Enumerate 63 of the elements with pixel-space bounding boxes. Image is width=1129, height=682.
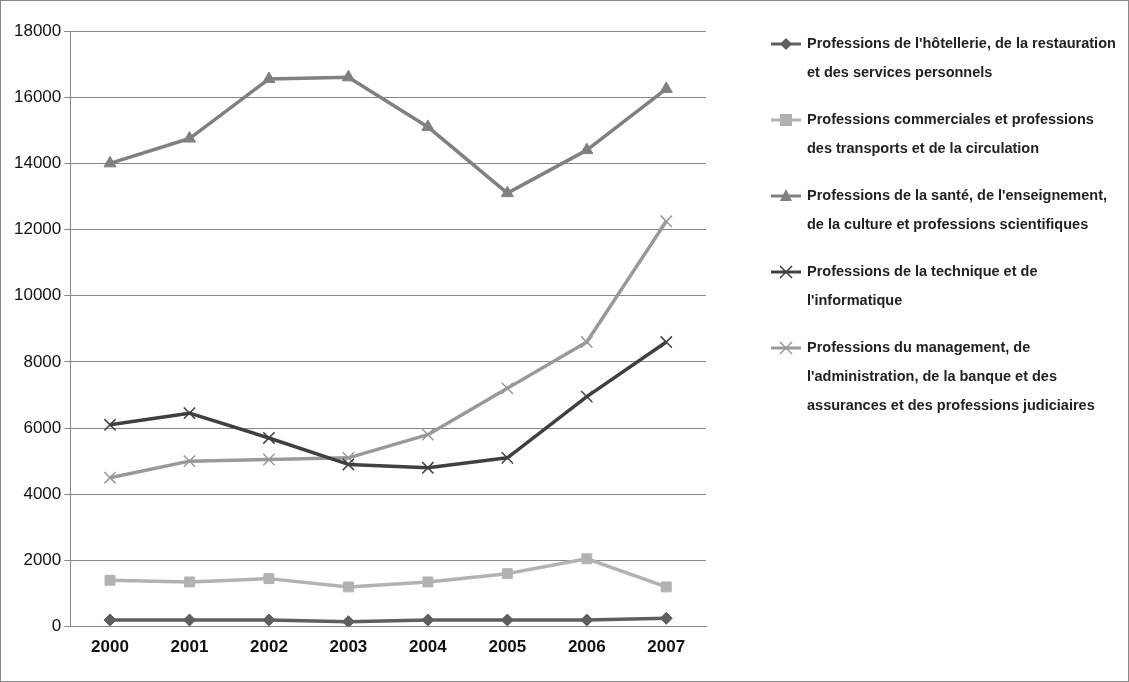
point [103, 155, 117, 168]
point [263, 573, 275, 585]
legend-label: Professions commerciales et professions des transports et de la circulation [807, 110, 1095, 158]
y-tick-label: 4000 [23, 483, 62, 503]
point [183, 454, 196, 468]
y-tick-label: 18000 [13, 20, 62, 40]
point [580, 390, 594, 404]
point [421, 428, 435, 442]
point [262, 453, 276, 466]
y-tick-label: 0 [51, 616, 62, 636]
x-tick-label: 2001 [170, 637, 209, 657]
x-tick-label: 2005 [488, 637, 527, 657]
point [660, 581, 672, 593]
y-tick-label: 12000 [13, 219, 62, 239]
point [421, 119, 435, 131]
legend-label: Professions de la santé, de l'enseignement, de la culture et professions scientifiques [807, 186, 1108, 234]
x-tick-label: 2000 [91, 637, 129, 657]
point [500, 613, 514, 627]
point [421, 613, 435, 627]
point [580, 335, 594, 349]
point [500, 451, 514, 465]
point [421, 461, 435, 475]
point [182, 131, 197, 143]
legend-label: Professions de la technique et de l'informatique [807, 262, 1039, 310]
point [659, 335, 673, 349]
legend-label: Professions du management, de l'administration, de la banque et des assurances et des professions judiciaires [807, 338, 1096, 415]
point [659, 611, 673, 625]
point [580, 613, 594, 627]
point [341, 615, 355, 627]
point [262, 431, 276, 445]
point [342, 581, 354, 593]
point [262, 71, 276, 83]
y-tick-label: 2000 [23, 550, 62, 570]
y-tick-label: 10000 [13, 285, 62, 305]
point [183, 406, 196, 420]
x-tick-label: 2007 [647, 637, 686, 657]
y-tick-label: 8000 [23, 351, 62, 371]
point [500, 185, 514, 198]
legend-label: Professions de l'hôtellerie, de la restauration et des services personnels [807, 34, 1116, 82]
x-tick-label: 2004 [408, 637, 448, 657]
x-tick-label: 2006 [567, 637, 606, 657]
point [104, 574, 116, 586]
point [659, 81, 673, 93]
point [580, 142, 594, 155]
point [659, 214, 673, 228]
point [182, 613, 196, 627]
point [422, 576, 434, 588]
point [184, 576, 195, 588]
point [501, 568, 513, 580]
x-tick-label: 2003 [329, 637, 368, 657]
point [341, 69, 355, 82]
y-tick-label: 16000 [13, 86, 62, 106]
y-tick-label: 14000 [13, 153, 62, 173]
point [342, 458, 355, 471]
point [581, 553, 593, 565]
point [103, 471, 117, 485]
x-tick-label: 2002 [250, 637, 288, 657]
y-tick-label: 6000 [23, 417, 62, 437]
point [500, 381, 514, 395]
point [342, 451, 355, 465]
point [103, 418, 117, 432]
point [262, 613, 276, 627]
point [103, 613, 117, 627]
